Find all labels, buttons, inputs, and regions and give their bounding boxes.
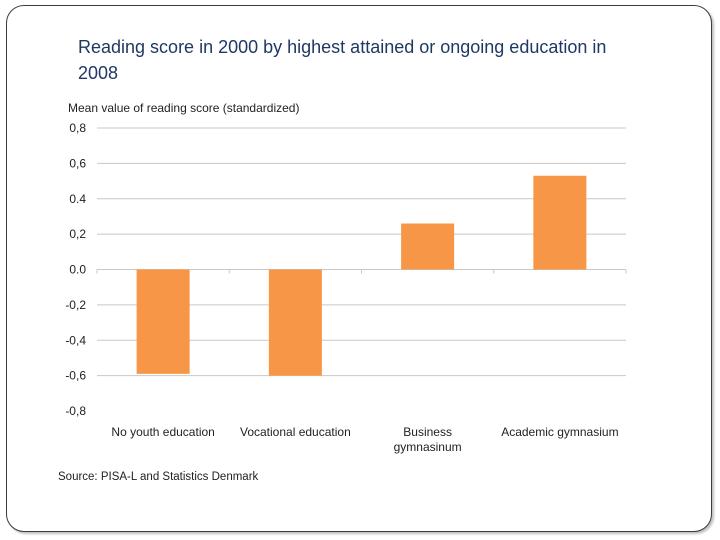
y-tick-label: -0,8 [65, 404, 86, 418]
y-axis-label: Mean value of reading score (standardize… [68, 101, 299, 115]
y-tick-label: 0,6 [69, 156, 86, 170]
y-tick-label: -0,4 [65, 333, 86, 347]
x-tick-label: gymnasinum [394, 440, 462, 454]
x-tick-label: No youth education [111, 425, 214, 439]
y-tick-label: 0,2 [69, 227, 86, 241]
x-tick-label: Business [403, 425, 452, 439]
x-tick-label: Vocational education [240, 425, 351, 439]
y-tick-label: 0.4 [69, 192, 86, 206]
y-tick-label: 0.0 [69, 263, 86, 277]
bar [401, 223, 455, 270]
y-tick-label: -0,6 [65, 369, 86, 383]
slide-frame [6, 5, 712, 532]
bar [136, 269, 190, 374]
y-tick-label: 0,8 [69, 121, 86, 135]
bar [533, 175, 587, 270]
source-note: Source: PISA-L and Statistics Denmark [58, 471, 259, 483]
x-tick-label: Academic gymnasium [501, 425, 618, 439]
y-tick-labels: 0,8 0,6 0.4 0,2 0.0 -0,2 -0,4 -0,6 -0,8 [65, 121, 86, 418]
category-labels: No youth education Vocational education Bu… [111, 425, 618, 454]
bars [136, 175, 587, 376]
y-tick-label: -0,2 [65, 298, 86, 312]
slide-title: Reading score in 2000 by highest attaine… [78, 37, 607, 83]
bar [268, 269, 322, 376]
